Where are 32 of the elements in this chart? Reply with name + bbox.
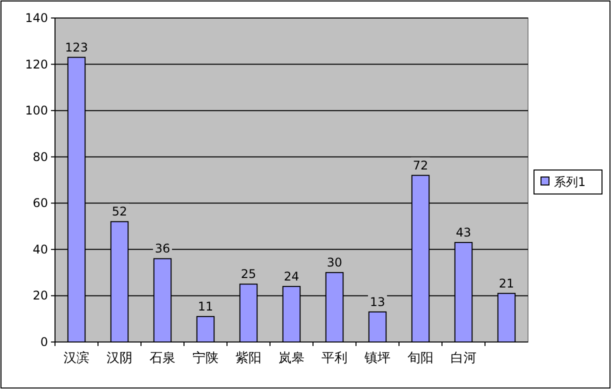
y-tick-label: 20 <box>32 288 48 303</box>
x-tick-label: 白河 <box>450 351 476 366</box>
data-label: 25 <box>240 267 256 282</box>
x-tick-label: 旬阳 <box>408 351 434 366</box>
data-label: 24 <box>284 269 300 284</box>
data-label: 13 <box>370 294 386 309</box>
y-tick-label: 140 <box>25 11 48 25</box>
y-tick-label: 80 <box>32 150 48 164</box>
data-label: 36 <box>154 242 170 256</box>
bar <box>196 316 215 342</box>
x-tick-label: 汉滨 <box>64 350 90 366</box>
y-tick-label: 120 <box>25 57 48 72</box>
data-label: 52 <box>112 204 128 219</box>
x-tick-label: 岚皋 <box>278 351 304 366</box>
y-tick-label: 60 <box>32 196 48 210</box>
x-tick-label: 镇坪 <box>364 351 390 366</box>
data-label: 21 <box>498 276 514 290</box>
y-tick-label: 40 <box>32 242 48 256</box>
x-tick-label: 宁陕 <box>192 350 218 366</box>
data-label: 123 <box>65 40 88 54</box>
x-tick-label: 平利 <box>322 351 348 366</box>
data-label: 30 <box>326 256 342 270</box>
y-tick-label: 0 <box>40 335 48 349</box>
x-tick-label: 汉阴 <box>106 351 132 366</box>
legend-label: 系列1 <box>554 175 586 189</box>
x-tick-label: 紫阳 <box>236 351 262 366</box>
data-label: 72 <box>412 158 428 172</box>
data-label: 43 <box>456 225 472 240</box>
bar <box>368 311 387 342</box>
data-label: 11 <box>198 300 214 314</box>
x-tick-label: 石泉 <box>150 351 176 366</box>
y-tick-label: 100 <box>25 104 48 118</box>
